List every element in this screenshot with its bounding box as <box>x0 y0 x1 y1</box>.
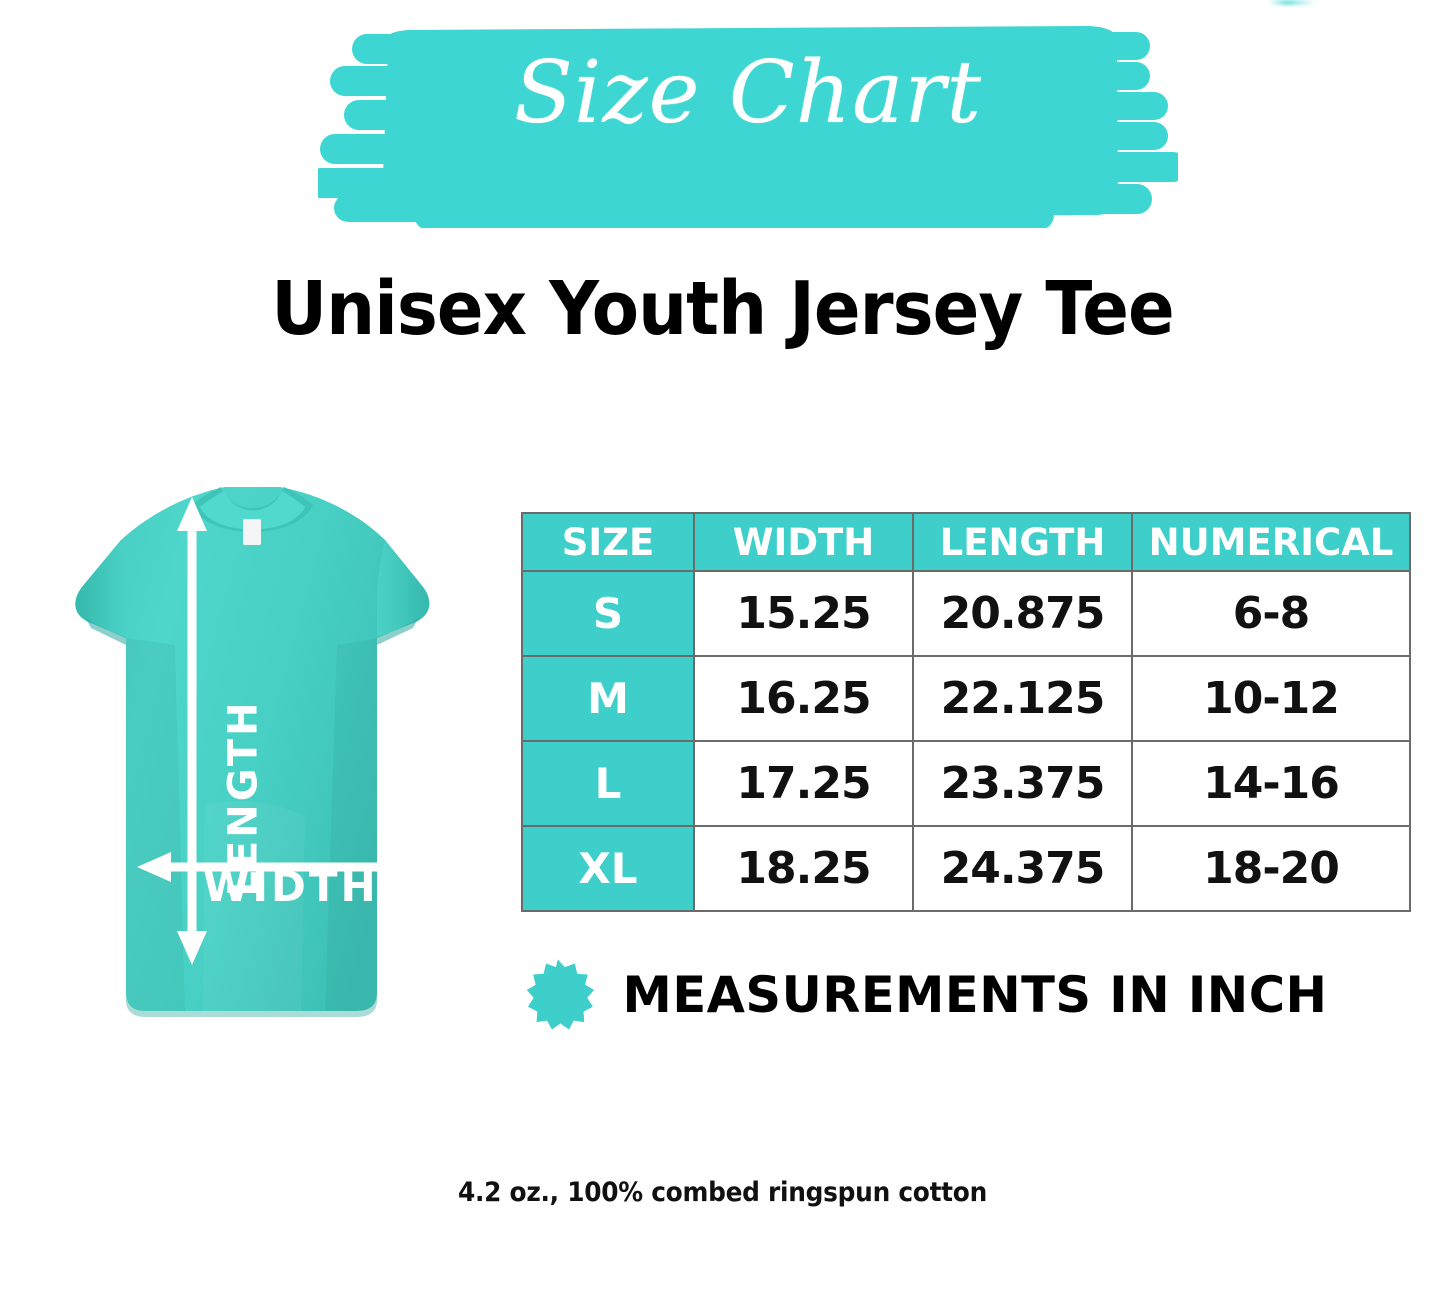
column-header-numerical: NUMERICAL <box>1131 512 1411 572</box>
table-header: SIZE WIDTH LENGTH NUMERICAL <box>521 512 1411 572</box>
starburst-icon <box>526 959 595 1030</box>
table-row: M 16.25 22.125 10-12 <box>521 655 1411 742</box>
top-edge-artifact <box>1268 0 1316 5</box>
page-title: Unisex Youth Jersey Tee <box>271 266 1174 352</box>
column-header-width: WIDTH <box>693 512 914 572</box>
size-chart-table-container: SIZE WIDTH LENGTH NUMERICAL S 15.25 20.8… <box>521 512 1411 912</box>
cell-numerical: 6-8 <box>1131 570 1411 657</box>
cell-length: 23.375 <box>912 740 1133 827</box>
column-header-length: LENGTH <box>912 512 1133 572</box>
cell-size: L <box>521 740 695 827</box>
table-row: S 15.25 20.875 6-8 <box>521 570 1411 657</box>
tshirt-icon <box>75 487 430 1017</box>
cell-length: 22.125 <box>912 655 1133 742</box>
size-chart-table: SIZE WIDTH LENGTH NUMERICAL S 15.25 20.8… <box>521 512 1411 912</box>
tshirt-illustration: LENGTH WIDTH <box>25 445 480 1040</box>
fabric-description: 4.2 oz., 100% combed ringspun cotton <box>458 1177 987 1208</box>
table-header-row: SIZE WIDTH LENGTH NUMERICAL <box>521 512 1411 572</box>
banner-brushstroke <box>318 26 1178 228</box>
cell-size: M <box>521 655 695 742</box>
banner-title: Size Chart <box>513 43 983 143</box>
cell-size: XL <box>521 825 695 912</box>
width-dimension-label: WIDTH <box>203 862 379 911</box>
cell-width: 18.25 <box>693 825 914 912</box>
measurements-note: MEASUREMENTS IN INCH <box>521 955 1411 1035</box>
cell-length: 20.875 <box>912 570 1133 657</box>
cell-width: 15.25 <box>693 570 914 657</box>
cell-width: 17.25 <box>693 740 914 827</box>
size-chart-banner: Size Chart <box>318 18 1178 228</box>
cell-numerical: 18-20 <box>1131 825 1411 912</box>
table-row: XL 18.25 24.375 18-20 <box>521 825 1411 912</box>
cell-size: S <box>521 570 695 657</box>
measurements-note-text: MEASUREMENTS IN INCH <box>622 966 1328 1024</box>
column-header-size: SIZE <box>521 512 695 572</box>
table-row: L 17.25 23.375 14-16 <box>521 740 1411 827</box>
cell-numerical: 10-12 <box>1131 655 1411 742</box>
cell-numerical: 14-16 <box>1131 740 1411 827</box>
cell-width: 16.25 <box>693 655 914 742</box>
table-body: S 15.25 20.875 6-8 M 16.25 22.125 10-12 … <box>521 570 1411 912</box>
cell-length: 24.375 <box>912 825 1133 912</box>
